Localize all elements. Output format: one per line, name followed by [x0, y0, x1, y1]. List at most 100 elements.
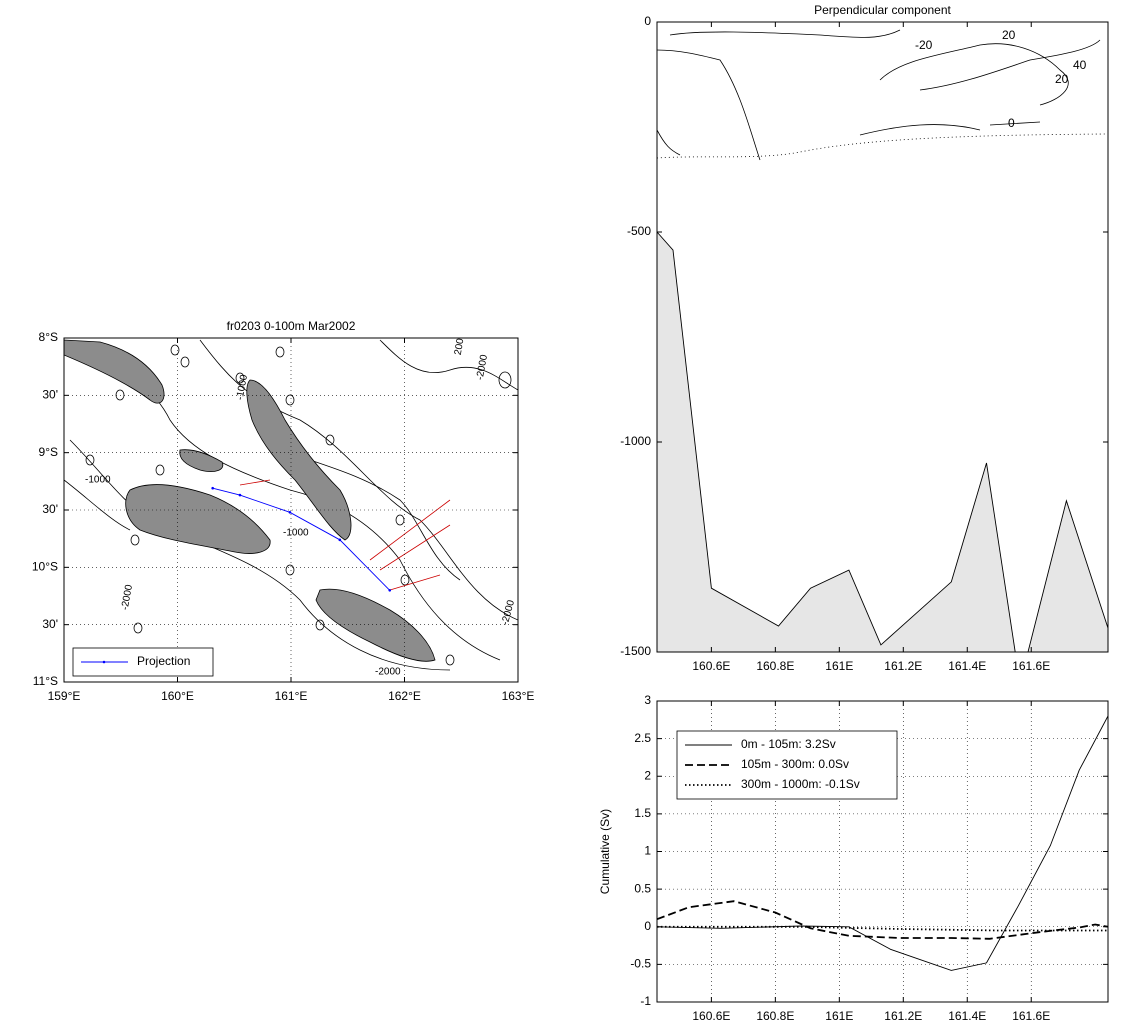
x-tick-label: 160.6E: [692, 1009, 730, 1023]
contour-rings: [85, 344, 512, 666]
ring: [315, 619, 325, 631]
x-tick-label: 160°E: [161, 689, 194, 703]
y-tick-label: -0.5: [630, 957, 651, 971]
section-contours: -20 20 40 20 0: [657, 28, 1108, 161]
ring: [170, 344, 180, 356]
contour-label: -1000: [85, 475, 111, 486]
y-tick-label: -500: [627, 224, 651, 238]
y-axis-label: Cumulative (Sv): [598, 809, 612, 894]
contour: [657, 129, 681, 156]
area: [657, 232, 1108, 652]
axes-box: [656, 21, 1109, 653]
line: [657, 925, 1108, 932]
vertex: [238, 493, 242, 497]
contour-label: 0: [1008, 116, 1015, 130]
axes-box: [63, 337, 519, 683]
legend-label: 300m - 1000m: -0.1Sv: [741, 777, 860, 791]
ring: [155, 464, 165, 476]
chart-title: Perpendicular component: [814, 3, 951, 17]
y-tick-label: 2: [644, 768, 651, 782]
island: [125, 484, 271, 554]
vertex: [288, 510, 292, 514]
y-tick-label: 11°S: [33, 674, 58, 688]
island: [64, 339, 165, 404]
y-tick-label: 2.5: [634, 731, 651, 745]
contour: [859, 121, 1041, 136]
ring: [325, 434, 335, 446]
legend-label: 0m - 105m: 3.2Sv: [741, 737, 836, 751]
x-tick-label: 160.8E: [756, 659, 794, 673]
contour-label: -2000: [475, 353, 490, 381]
chart-title: fr0203 0-100m Mar2002: [227, 319, 356, 333]
area-edge: [656, 231, 1109, 653]
ring: [85, 454, 95, 466]
y-tick-label: 0.5: [634, 881, 651, 895]
contour: [64, 459, 461, 581]
y-tick-label: -1000: [620, 434, 651, 448]
vertex: [388, 588, 392, 592]
map-layers: 2000 -2000 -1000 -1000 -1000 -2000 -2000…: [64, 332, 518, 678]
y-tick-label: 3: [644, 693, 651, 707]
ring: [445, 654, 455, 666]
contour-label: -1000: [235, 373, 250, 401]
ring: [285, 394, 295, 406]
y-tick-label: 0: [644, 14, 651, 28]
x-tick-label: 160.6E: [692, 659, 730, 673]
axes-box: [656, 700, 1109, 1003]
vertex: [211, 486, 214, 490]
x-tick-label: 161E: [825, 659, 853, 673]
contour: [69, 439, 451, 671]
contour-label: -2000: [120, 583, 135, 611]
legend-label: 105m - 300m: 0.0Sv: [741, 757, 849, 771]
line: [656, 900, 1109, 940]
contour-label: 40: [1073, 58, 1087, 72]
y-tick-label: 30': [42, 617, 58, 631]
ring: [498, 371, 512, 389]
x-tick-label: 161.4E: [948, 1009, 986, 1023]
y-tick-label: 8°S: [39, 330, 58, 344]
island: [179, 449, 224, 472]
contour-label: 20: [1055, 72, 1069, 86]
x-tick-label: 161.6E: [1012, 659, 1050, 673]
island: [246, 379, 352, 541]
ring: [285, 564, 295, 576]
y-tick-label: -1500: [620, 644, 651, 658]
contour: [657, 49, 761, 161]
contour-label: 2000: [453, 332, 468, 356]
contour-label: -20: [915, 38, 933, 52]
y-tick-label: 30': [42, 388, 58, 402]
x-tick-label: 161.2E: [884, 1009, 922, 1023]
ring: [180, 356, 190, 368]
x-tick-label: 163°E: [502, 689, 535, 703]
contour-label: -2000: [375, 667, 401, 678]
x-tick-label: 159°E: [48, 689, 81, 703]
contour: [379, 339, 518, 391]
x-tick-label: 161E: [825, 1009, 853, 1023]
contour: [199, 339, 518, 621]
contour: [879, 43, 1069, 106]
island: [315, 588, 436, 662]
ring: [130, 534, 140, 546]
ring: [235, 372, 245, 384]
x-tick-label: 161°E: [275, 689, 308, 703]
contour-label: -2000: [500, 598, 517, 626]
vertex: [338, 538, 342, 542]
y-tick-label: 1: [644, 844, 651, 858]
legend-label: Projection: [137, 654, 190, 668]
x-tick-label: 161.4E: [948, 659, 986, 673]
ring: [395, 514, 405, 526]
ring: [400, 574, 410, 586]
x-tick-label: 161.6E: [1012, 1009, 1050, 1023]
y-tick-label: 0: [644, 919, 651, 933]
contour-label: 20: [1002, 28, 1016, 42]
legend-marker: [102, 660, 106, 664]
y-tick-label: 10°S: [32, 560, 58, 574]
current-arrows: [239, 479, 451, 591]
y-tick-label: 1.5: [634, 806, 651, 820]
contour-label: -1000: [283, 528, 309, 539]
y-tick-label: -1: [640, 994, 651, 1008]
x-tick-label: 161.2E: [884, 659, 922, 673]
contour: [669, 29, 901, 38]
ring: [115, 389, 125, 401]
